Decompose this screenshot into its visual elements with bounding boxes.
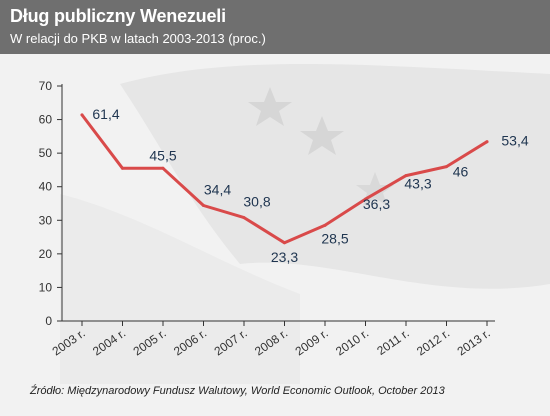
chart-header: Dług publiczny Wenezueli W relacji do PK…	[0, 0, 550, 54]
data-label: 34,4	[204, 182, 231, 198]
data-point	[121, 166, 124, 170]
data-point	[323, 223, 327, 227]
x-tick-label: 2011 r.	[374, 326, 411, 358]
data-point	[364, 197, 367, 201]
data-label: 46	[453, 164, 469, 180]
star-icon	[356, 172, 394, 206]
data-point	[242, 216, 246, 220]
data-point	[161, 166, 165, 170]
data-point	[445, 165, 448, 169]
data-label: 53,4	[501, 133, 528, 149]
data-point	[485, 140, 489, 144]
source-note: Źródło: Międzynarodowy Fundusz Walutowy,…	[30, 385, 445, 397]
x-tick-label: 2012 r.	[414, 326, 452, 359]
data-point	[404, 174, 408, 178]
y-tick-label: 70	[39, 79, 53, 93]
y-tick-label: 20	[39, 247, 53, 261]
data-label: 45,5	[149, 147, 176, 163]
star-icon	[300, 116, 344, 155]
star-icon	[248, 87, 292, 126]
y-tick-label: 30	[39, 213, 53, 227]
series-line-group	[80, 113, 489, 245]
data-label: 30,8	[243, 194, 270, 210]
y-tick-label: 60	[39, 113, 53, 127]
data-label: 28,5	[321, 230, 348, 246]
data-label: 36,3	[363, 196, 390, 212]
data-label: 43,3	[404, 176, 431, 192]
data-point	[202, 204, 205, 208]
x-tick-label: 2010 r.	[333, 326, 371, 359]
background-flag-decoration	[60, 64, 550, 384]
y-tick-label: 50	[39, 146, 53, 160]
data-point	[283, 241, 286, 245]
data-labels: 61,4 45,5 34,4 30,8 23,3 28,5 36,3 43,3 46 53,4	[92, 106, 528, 265]
chart-subtitle: W relacji do PKB w latach 2003-2013 (pro…	[10, 31, 266, 46]
y-tick-label: 10	[39, 280, 53, 294]
data-label: 61,4	[92, 106, 119, 122]
chart-title: Dług publiczny Wenezueli	[10, 6, 226, 26]
x-tick-label: 2013 r.	[455, 326, 493, 359]
y-tick-label: 0	[45, 314, 52, 328]
data-point	[80, 113, 84, 117]
chart-area: 0 10 20 30 40 50 60 70 2003 r. 2004 r. 2005 r. 200…	[0, 54, 550, 384]
y-tick-label: 40	[39, 180, 53, 194]
data-label: 23,3	[271, 249, 298, 265]
y-axis: 0 10 20 30 40 50 60 70	[39, 79, 495, 328]
